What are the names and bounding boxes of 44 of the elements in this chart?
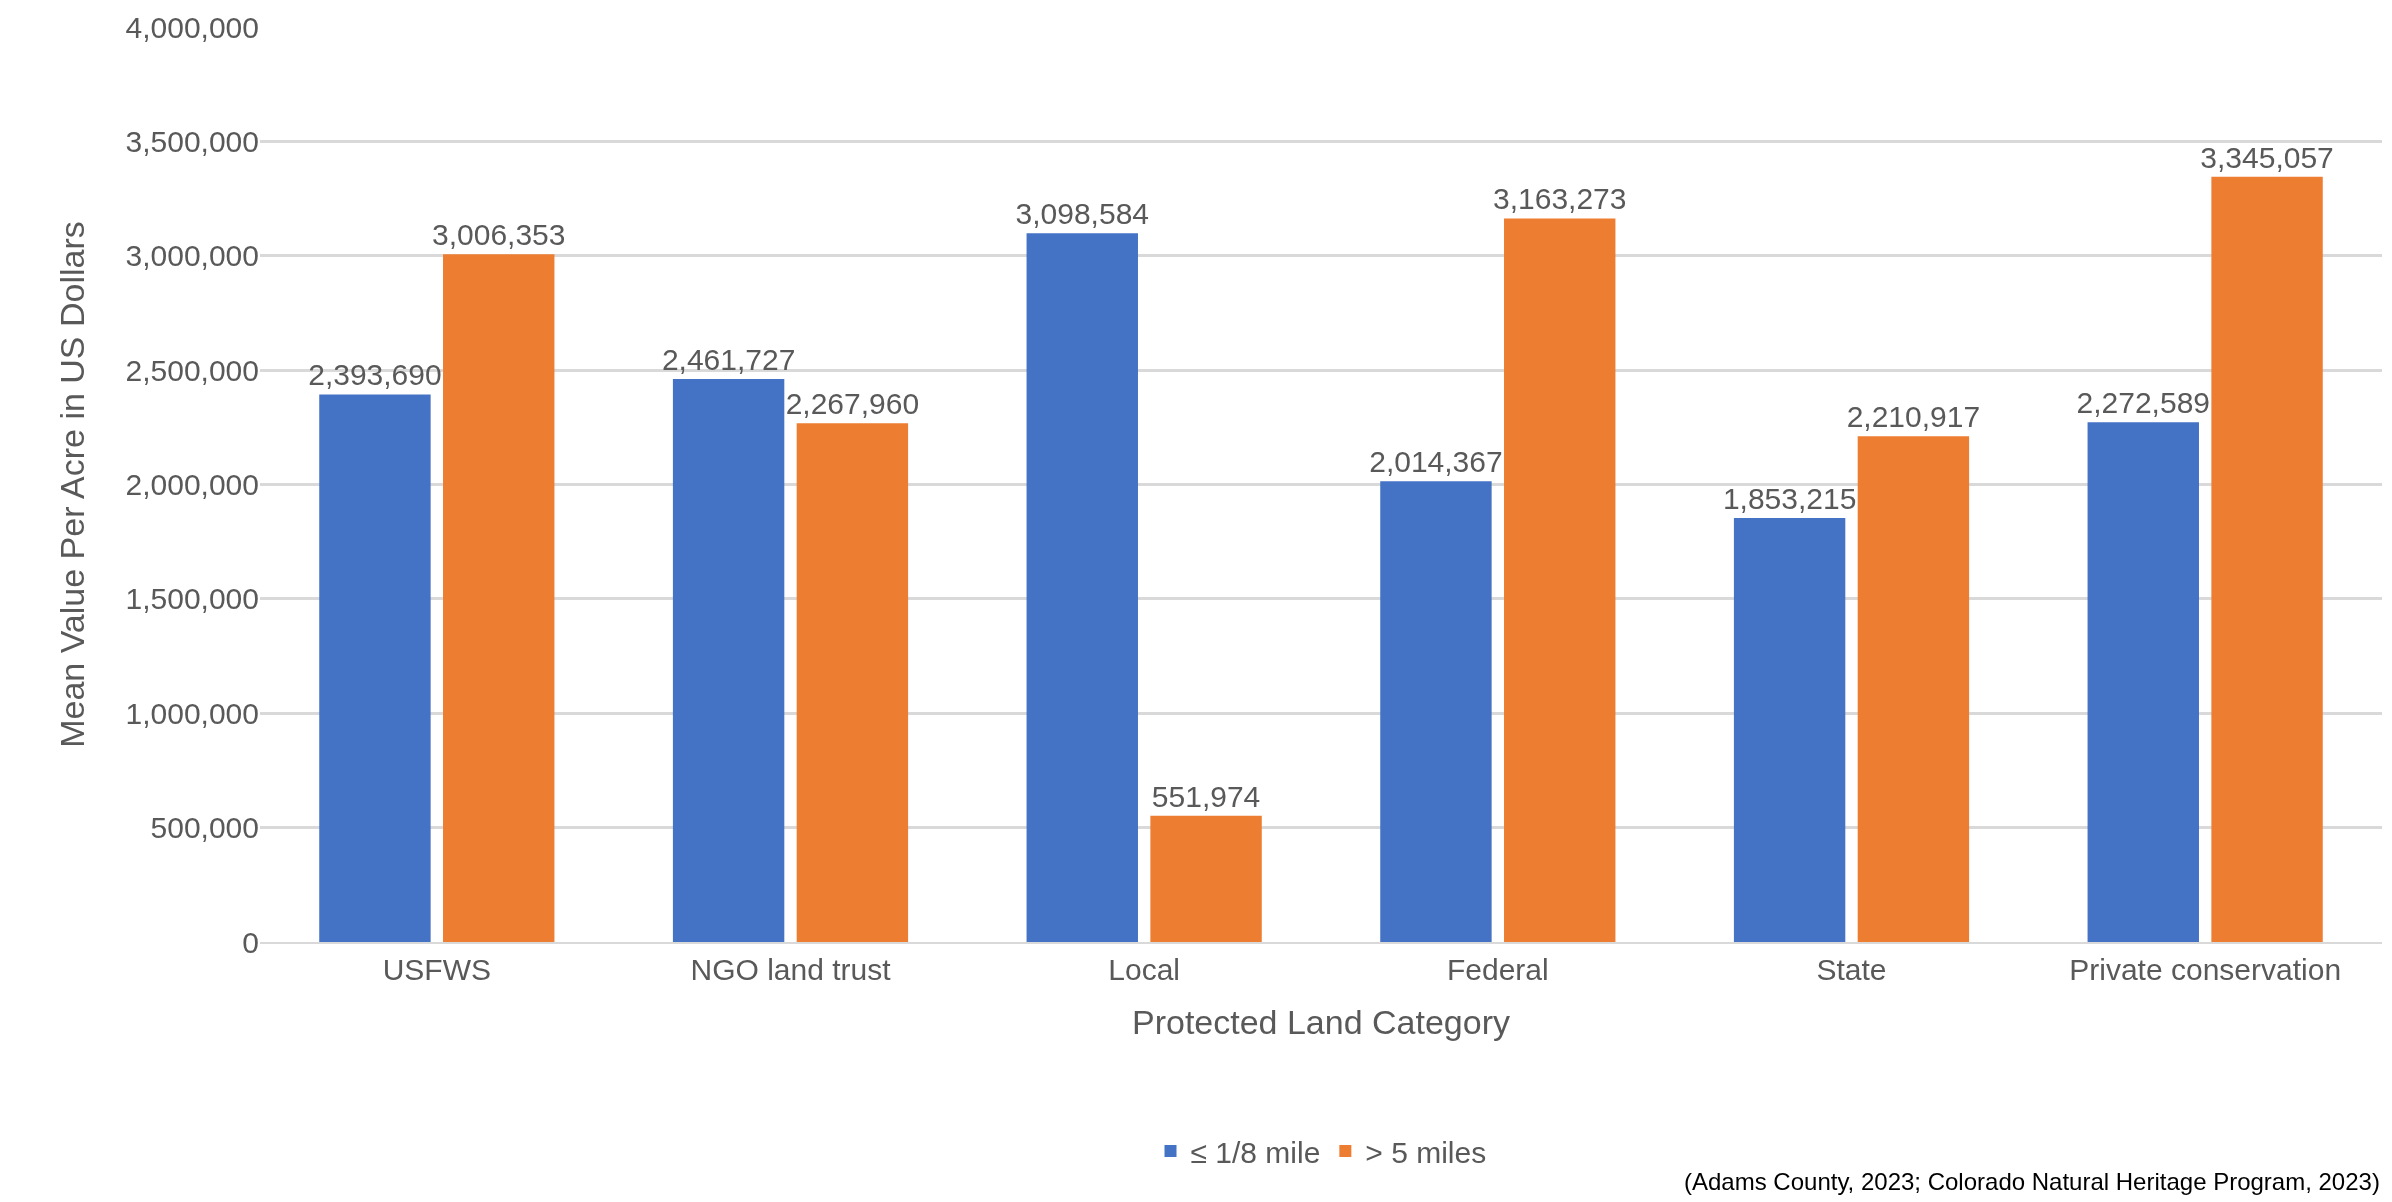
data-label: 2,461,727 bbox=[661, 342, 796, 376]
legend-label: ≤ 1/8 mile bbox=[1190, 1135, 1321, 1169]
bar bbox=[1150, 815, 1262, 942]
data-label: 2,393,690 bbox=[308, 358, 442, 392]
x-tick-label: Private conservation bbox=[2069, 953, 2342, 986]
x-axis-title: Protected Land Category bbox=[1131, 1002, 1511, 1041]
legend-label: > 5 miles bbox=[1365, 1135, 1487, 1169]
data-label: 3,163,273 bbox=[1492, 182, 1627, 216]
data-label: 3,345,057 bbox=[2200, 140, 2334, 174]
y-tick-label: 500,000 bbox=[150, 811, 259, 845]
y-tick-label: 3,500,000 bbox=[125, 124, 259, 158]
y-tick-label: 2,000,000 bbox=[125, 468, 259, 501]
y-tick-label: 1,500,000 bbox=[125, 582, 259, 616]
bar bbox=[319, 394, 431, 942]
data-label: 3,098,584 bbox=[1015, 197, 1150, 231]
bar bbox=[2211, 176, 2323, 942]
x-tick-label: USFWS bbox=[382, 953, 491, 986]
bar bbox=[1504, 218, 1616, 942]
x-tick-label: State bbox=[1816, 953, 1887, 986]
data-label: 1,853,215 bbox=[1722, 482, 1857, 516]
data-label: 2,014,367 bbox=[1369, 445, 1503, 479]
bar bbox=[1733, 518, 1846, 942]
y-axis-title: Mean Value Per Acre in US Dollars bbox=[53, 221, 92, 748]
x-tick-label: NGO land trust bbox=[690, 953, 892, 986]
data-label: 551,974 bbox=[1151, 779, 1261, 813]
bar bbox=[1026, 233, 1138, 942]
bar bbox=[1857, 436, 1970, 942]
data-label: 2,267,960 bbox=[785, 387, 920, 421]
x-tick-label: Local bbox=[1108, 953, 1181, 986]
y-tick-label: 1,000,000 bbox=[125, 696, 259, 730]
data-label: 2,272,589 bbox=[2076, 386, 2211, 420]
bar bbox=[1380, 481, 1492, 942]
bar bbox=[672, 378, 785, 942]
bar bbox=[796, 423, 909, 942]
data-label: 2,210,917 bbox=[1846, 400, 1981, 434]
y-tick-label: 4,000,000 bbox=[125, 10, 259, 44]
text: (Adams County, 2023; Colorado Natural Heritage Program, 2023) bbox=[1684, 1168, 2380, 1195]
x-tick-label: Federal bbox=[1446, 953, 1549, 986]
bar bbox=[443, 254, 555, 942]
y-tick-label: 2,500,000 bbox=[125, 353, 259, 387]
bar bbox=[2087, 422, 2199, 942]
y-tick-label: 0 bbox=[242, 925, 259, 959]
y-tick-label: 3,000,000 bbox=[125, 239, 259, 273]
data-label: 3,006,353 bbox=[431, 218, 566, 252]
